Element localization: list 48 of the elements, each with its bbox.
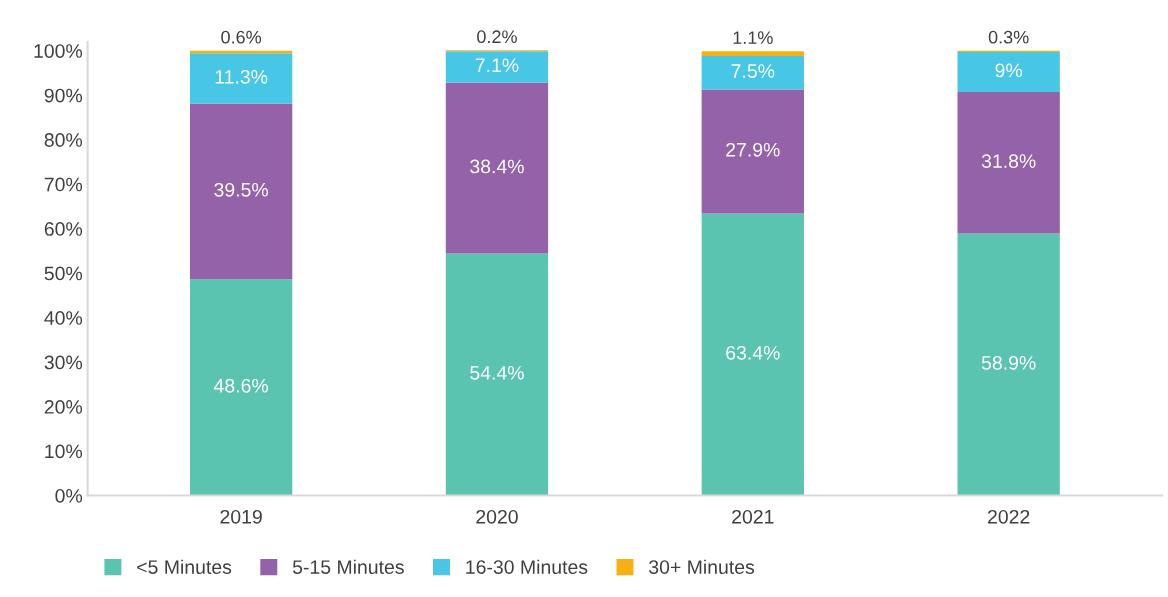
data-label: 7.5% xyxy=(731,64,775,78)
bar xyxy=(957,92,1060,234)
data-label: 9% xyxy=(995,63,1023,78)
bar xyxy=(445,253,549,496)
bar xyxy=(701,51,804,57)
bar xyxy=(445,51,549,83)
data-label: 63.4% xyxy=(726,345,780,360)
y-tick-label: 50% xyxy=(44,266,83,281)
x-tick-label: 2020 xyxy=(476,509,518,524)
data-label: 0.3% xyxy=(988,30,1029,44)
data-label: 38.4% xyxy=(470,159,524,174)
legend-label: 5-15 Minutes xyxy=(292,559,404,574)
data-label: 39.5% xyxy=(214,182,268,197)
bar xyxy=(957,233,1060,496)
data-label: 31.8% xyxy=(981,154,1036,168)
legend-label: 30+ Minutes xyxy=(649,559,755,574)
data-label: 11.3% xyxy=(215,69,268,84)
x-tick-label: 2019 xyxy=(220,509,262,524)
data-label: 0.6% xyxy=(221,30,262,44)
y-tick-label: 10% xyxy=(45,444,83,459)
x-tick-label: 2021 xyxy=(732,509,774,524)
y-tick-label: 30% xyxy=(44,355,83,370)
data-label: 1.1% xyxy=(733,31,773,44)
legend-label: <5 Minutes xyxy=(137,559,232,574)
y-tick-label: 20% xyxy=(44,400,83,414)
y-tick-label: 40% xyxy=(44,311,83,325)
y-tick-label: 60% xyxy=(44,222,83,236)
y-tick-label: 100% xyxy=(34,44,83,58)
legend-label: 16-30 Minutes xyxy=(466,559,588,574)
bar xyxy=(189,103,293,280)
bar xyxy=(445,82,549,254)
bar xyxy=(701,89,804,214)
y-tick-label: 70% xyxy=(44,177,83,192)
y-tick-label: 0% xyxy=(55,488,83,503)
data-label: 27.9% xyxy=(726,142,780,157)
bar xyxy=(701,56,804,90)
bar xyxy=(189,279,293,496)
data-label: 58.9% xyxy=(981,355,1036,370)
bar xyxy=(189,53,293,104)
y-tick-label: 90% xyxy=(44,88,83,103)
data-label: 0.2% xyxy=(477,30,517,44)
y-tick-label: 80% xyxy=(44,133,83,147)
data-label: 54.4% xyxy=(470,366,524,380)
data-label: 7.1% xyxy=(475,58,519,73)
bar xyxy=(701,213,804,496)
x-tick-label: 2022 xyxy=(988,509,1030,524)
bar xyxy=(957,52,1060,93)
data-label: 48.6% xyxy=(213,378,268,393)
